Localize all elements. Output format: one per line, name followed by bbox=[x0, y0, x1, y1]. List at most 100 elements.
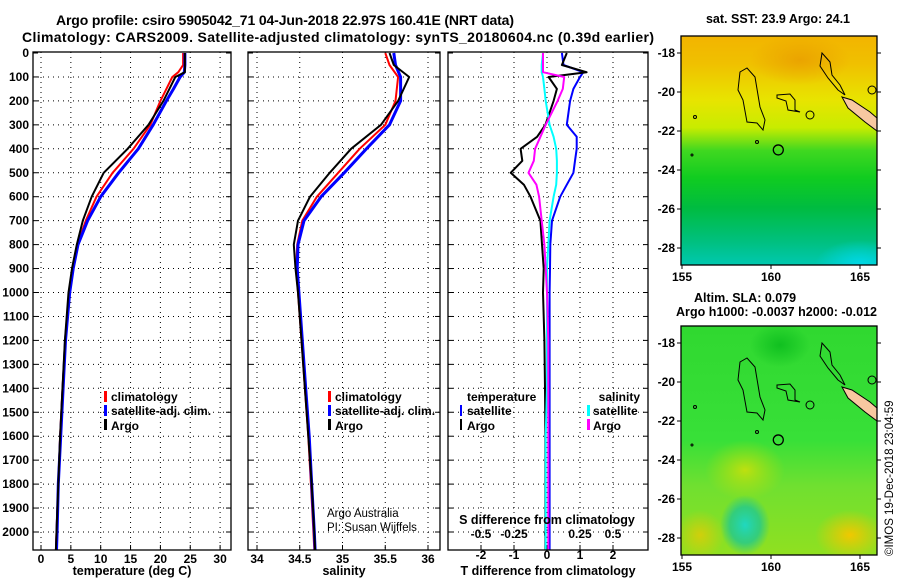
legend-label-climatology: climatology bbox=[111, 390, 178, 404]
legend-label-s-argo: Argo bbox=[593, 419, 621, 433]
legend-label-t-argo: Argo bbox=[467, 419, 495, 433]
x-tick-label: 10 bbox=[94, 552, 108, 566]
small-island-outline bbox=[690, 443, 694, 447]
salinity-legend: climatology satellite-adj. clim. Argo Ar… bbox=[327, 390, 435, 534]
y-tick-label: 1100 bbox=[3, 309, 29, 323]
series-s-argo bbox=[527, 53, 566, 550]
legend-swatch-t-argo bbox=[460, 419, 462, 430]
x-tick-label: 15 bbox=[124, 552, 138, 566]
legend-title-temperature: temperature bbox=[467, 390, 537, 404]
legend-swatch-climatology bbox=[328, 391, 331, 402]
new-caledonia-land bbox=[840, 386, 877, 422]
small-island-outline bbox=[805, 400, 815, 410]
chesterfield-island-outline bbox=[737, 67, 766, 132]
sla-orange-patch bbox=[681, 510, 725, 555]
small-island-outline bbox=[693, 405, 697, 409]
panel-temperature: 0100200300400500600700800900100011001200… bbox=[2, 46, 232, 578]
s-diff-tick-label: 0 bbox=[544, 527, 551, 541]
series-satellite-adj-clim- bbox=[295, 52, 403, 551]
coastlines bbox=[690, 341, 877, 447]
map-x-tick-label: 155 bbox=[672, 270, 692, 284]
sla-map-title-line1: Altim. SLA: 0.079 bbox=[694, 291, 796, 305]
sst-map-frame bbox=[680, 35, 878, 266]
sla-map: Altim. SLA: 0.079 Argo h1000: -0.0037 h2… bbox=[676, 291, 878, 556]
s-diff-tick-label: -0.25 bbox=[500, 527, 528, 541]
series-argo bbox=[54, 53, 186, 551]
y-tick-label: 1400 bbox=[2, 381, 29, 395]
x-axis-label: T difference from climatology bbox=[460, 564, 635, 578]
sla-low-patch bbox=[750, 326, 810, 367]
y-tick-label: 2000 bbox=[2, 525, 29, 539]
map-y-tick-label: -24 bbox=[658, 163, 676, 177]
y-tick-label: 1000 bbox=[2, 286, 29, 300]
legend-label-argo: Argo bbox=[335, 419, 363, 433]
difference-legend: temperature satellite Argo salinity sate… bbox=[459, 390, 640, 527]
figure-title-line1: Argo profile: csiro 5905042_71 04-Jun-20… bbox=[56, 12, 514, 28]
y-tick-label: 1300 bbox=[2, 357, 29, 371]
y-tick-label: 300 bbox=[9, 118, 29, 132]
legend-label-satellite: satellite-adj. clim. bbox=[111, 404, 211, 418]
y-tick-label: 1900 bbox=[2, 501, 29, 515]
y-tick-label: 1700 bbox=[2, 453, 29, 467]
x-tick-label: 30 bbox=[213, 552, 227, 566]
map-y-tick-label: -28 bbox=[658, 531, 676, 545]
x-tick-label: 0 bbox=[38, 552, 45, 566]
sla-map-title-line2: Argo h1000: -0.0037 h2000: -0.012 bbox=[676, 305, 877, 319]
sla-high-patch bbox=[705, 440, 785, 500]
credit-line2: PI: Susan Wijffels bbox=[327, 522, 417, 534]
x-tick-label: 35 bbox=[336, 552, 350, 566]
coastlines bbox=[690, 51, 877, 157]
panel-differences: -2 -1 0 1 2 -0.5 -0.25 0 0.25 0.5 T difference fro… bbox=[447, 51, 649, 578]
map-y-tick-label: -26 bbox=[658, 202, 676, 216]
legend-label-climatology: climatology bbox=[335, 390, 402, 404]
plot-frame bbox=[32, 51, 232, 551]
x-tick-label: 34.5 bbox=[288, 552, 312, 566]
series-argo bbox=[292, 52, 411, 551]
y-tick-label: 100 bbox=[9, 70, 29, 84]
s-diff-tick-label: -0.5 bbox=[471, 527, 492, 541]
map-x-tick-label: 160 bbox=[761, 560, 781, 574]
y-tick-label: 200 bbox=[9, 94, 29, 108]
x-tick-label: 5 bbox=[68, 552, 75, 566]
y-tick-label: 1500 bbox=[2, 405, 29, 419]
map-y-tick-label: -22 bbox=[658, 414, 676, 428]
temperature-legend: climatology satellite-adj. clim. Argo bbox=[104, 390, 211, 433]
map-y-tick-label: -18 bbox=[658, 336, 676, 350]
series-climatology bbox=[54, 53, 185, 551]
sla-orange-patch bbox=[815, 510, 877, 555]
figure-title-line2: Climatology: CARS2009. Satellite-adjuste… bbox=[22, 29, 654, 45]
legend-swatch-s-argo bbox=[587, 419, 590, 430]
legend-label-satellite: satellite-adj. clim. bbox=[335, 404, 435, 418]
map-y-tick-label: -28 bbox=[658, 241, 676, 255]
small-island-outline bbox=[693, 115, 697, 119]
map-y-tick-label: -22 bbox=[658, 124, 676, 138]
profile-panels: 0100200300400500600700800900100011001200… bbox=[2, 46, 649, 578]
x-tick-label: 36 bbox=[421, 552, 435, 566]
legend-swatch-climatology bbox=[104, 391, 107, 402]
x-tick-label: 0 bbox=[544, 548, 551, 562]
legend-swatch-satellite bbox=[104, 405, 107, 416]
y-tick-label: 700 bbox=[9, 214, 29, 228]
legend-label-s-satellite: satellite bbox=[593, 404, 638, 418]
x-tick-label: 2 bbox=[610, 548, 617, 562]
x-tick-label: -2 bbox=[476, 548, 487, 562]
argo-position-marker bbox=[772, 434, 784, 446]
legend-swatch-t-satellite bbox=[460, 405, 462, 416]
y-tick-label: 1800 bbox=[2, 477, 29, 491]
sla-cyan-patch bbox=[720, 495, 770, 555]
series-t-argo bbox=[509, 52, 588, 550]
small-island-outline bbox=[755, 430, 759, 434]
y-tick-label: 800 bbox=[9, 238, 29, 252]
y-tick-label: 600 bbox=[9, 190, 29, 204]
plot-frame bbox=[247, 51, 441, 551]
map-axes: 155 160 165 -18 -20 -22 -24 -26 -28 155 160 165 -18 -… bbox=[658, 46, 881, 574]
s-diff-tick-label: 0.5 bbox=[605, 527, 622, 541]
new-caledonia-land bbox=[840, 96, 877, 132]
new-caledonia-reef-outline bbox=[819, 341, 846, 386]
y-tick-label: 1600 bbox=[2, 429, 29, 443]
x-tick-label: -1 bbox=[509, 548, 520, 562]
map-y-tick-label: -18 bbox=[658, 46, 676, 60]
map-y-tick-label: -24 bbox=[658, 453, 676, 467]
legend-swatch-satellite bbox=[328, 405, 331, 416]
imos-timestamp: ©IMOS 19-Dec-2018 23:04:59 bbox=[884, 400, 896, 556]
